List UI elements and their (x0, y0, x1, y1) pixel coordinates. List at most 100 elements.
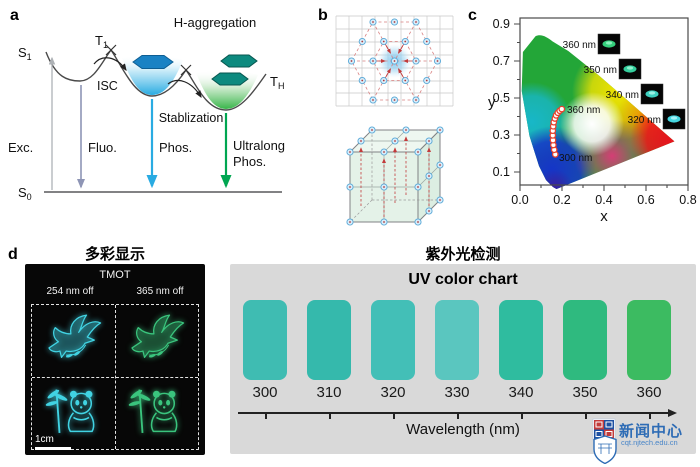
stabilization-arrow (167, 79, 202, 99)
emission-photo-insets: 360 nm 350 nm 340 nm 320 nm (563, 33, 686, 130)
svg-text:0.5: 0.5 (493, 91, 510, 105)
grid-divider-horizontal (32, 377, 198, 378)
column-label-365nm: 365 nm off (136, 286, 184, 297)
x-tick-labels: 0.0 0.2 0.4 0.6 0.8 (511, 193, 696, 207)
stabilization-label: Stablization (159, 111, 224, 125)
multicolor-display-title: 多彩显示 (84, 246, 145, 263)
svg-text:0.0: 0.0 (511, 193, 528, 207)
lattice-3d-cube (346, 126, 444, 226)
uv-swatch-360: 360 (627, 300, 671, 401)
uv-swatch-chip (307, 300, 351, 380)
dove-image-365nm (131, 314, 185, 359)
photo-grid (31, 304, 199, 450)
watermark-name: 新闻中心 (619, 423, 684, 440)
trail-top-label: 360 nm (567, 105, 600, 116)
isc-arrow (93, 57, 127, 71)
inset-label-360: 360 nm (563, 40, 596, 51)
uv-swatch-label: 350 (572, 384, 598, 401)
axis-tick (457, 413, 459, 419)
uv-swatch-320: 320 (371, 300, 415, 401)
aggregate-hexagon-bottom-icon (211, 72, 249, 86)
uv-swatch-chip (435, 300, 479, 380)
uv-color-chart-heading: UV color chart (408, 271, 518, 288)
wavelength-axis (238, 412, 670, 414)
uv-swatch-300: 300 (243, 300, 287, 401)
fluo-label: Fluo. (88, 140, 117, 155)
watermark: 新闻中心 cqt.njtech.edu.cn (592, 418, 698, 466)
uv-detection-title: 紫外光检测 (425, 246, 501, 263)
s0-state-label: S0 (18, 185, 32, 202)
uv-swatch-label: 320 (380, 384, 406, 401)
panel-a-energy-diagram: a H-aggregation S1 T1 TH S0 ISC Stabliza… (8, 7, 285, 202)
uv-swatch-label: 360 (636, 384, 662, 401)
panel-c-cie-diagram: c 0.9 0.7 0.5 0.3 0.1 0.0 0.2 0.4 0 (468, 7, 697, 225)
uv-swatch-label: 310 (316, 384, 342, 401)
potential-curve (45, 48, 267, 111)
watermark-url: cqt.njtech.edu.cn (621, 438, 678, 447)
svg-text:0.6: 0.6 (637, 193, 654, 207)
svg-text:0.4: 0.4 (595, 193, 612, 207)
monomer-hexagon-icon (132, 55, 174, 69)
uv-swatch-330: 330 (435, 300, 479, 401)
ultralong-phos-label-line2: Phos. (233, 154, 266, 169)
y-axis-label: y (488, 94, 496, 111)
inset-340nm (640, 83, 664, 105)
sample-name-label: TMOT (99, 269, 131, 281)
axis-tick (329, 413, 331, 419)
panel-b-packing-diagram: b (318, 7, 454, 226)
axis-tick (585, 413, 587, 419)
ultralong-phos-label-line1: Ultralong (233, 138, 285, 153)
inset-360nm (597, 33, 621, 55)
y-tick-labels: 0.9 0.7 0.5 0.3 0.1 (493, 17, 510, 179)
scale-bar: 1cm (35, 434, 71, 450)
exc-label: Exc. (8, 140, 33, 155)
s1-state-label: S1 (18, 45, 32, 62)
svg-text:0.2: 0.2 (553, 193, 570, 207)
trail-bottom-label: 300 nm (559, 153, 592, 164)
uv-swatch-label: 340 (508, 384, 534, 401)
svg-text:0.9: 0.9 (493, 17, 510, 31)
svg-text:0.3: 0.3 (493, 128, 510, 142)
axis-tick (265, 413, 267, 419)
panda-image-365nm (127, 387, 178, 434)
inset-label-350: 350 nm (584, 65, 617, 76)
uv-swatch-chip (243, 300, 287, 380)
scale-bar-line (35, 447, 71, 450)
axis-tick (649, 413, 651, 419)
uv-swatch-row: 300 310 320 330 340 350 (243, 300, 671, 401)
cube-hidden-edges (349, 130, 440, 223)
panel-d-label: d (8, 246, 18, 263)
panel-c-label: c (468, 7, 477, 24)
scale-bar-label: 1cm (35, 434, 54, 445)
uv-swatch-chip (499, 300, 543, 380)
uv-swatch-label: 330 (444, 384, 470, 401)
dove-image-254nm (48, 314, 102, 359)
x-axis-label: x (600, 208, 608, 225)
h-aggregation-title: H-aggregation (174, 15, 256, 30)
cie-data-point (558, 105, 566, 113)
phos-label: Phos. (159, 140, 192, 155)
axis-tick (393, 413, 395, 419)
emission-color-trail (549, 105, 566, 158)
inset-label-340: 340 nm (606, 90, 639, 101)
lattice-2d (335, 15, 454, 107)
inset-label-320: 320 nm (628, 115, 661, 126)
uv-swatch-chip (563, 300, 607, 380)
svg-text:0.7: 0.7 (493, 54, 510, 68)
seal-logo-icon (592, 418, 616, 441)
axis-ticks (514, 23, 689, 191)
uv-swatch-chip (371, 300, 415, 380)
axis-tick (521, 413, 523, 419)
th-state-label: TH (270, 74, 284, 91)
crossing-mark-t1 (105, 44, 117, 56)
inset-350nm (618, 58, 642, 80)
uv-swatch-340: 340 (499, 300, 543, 401)
panel-b-label: b (318, 7, 328, 24)
photo-panel: TMOT 254 nm off 365 nm off (25, 264, 205, 455)
panda-image-254nm (44, 387, 95, 434)
shield-logo-icon (593, 435, 617, 465)
crossing-mark-th (180, 64, 192, 76)
uv-swatch-350: 350 (563, 300, 607, 401)
wavelength-axis-arrowhead (668, 408, 677, 417)
